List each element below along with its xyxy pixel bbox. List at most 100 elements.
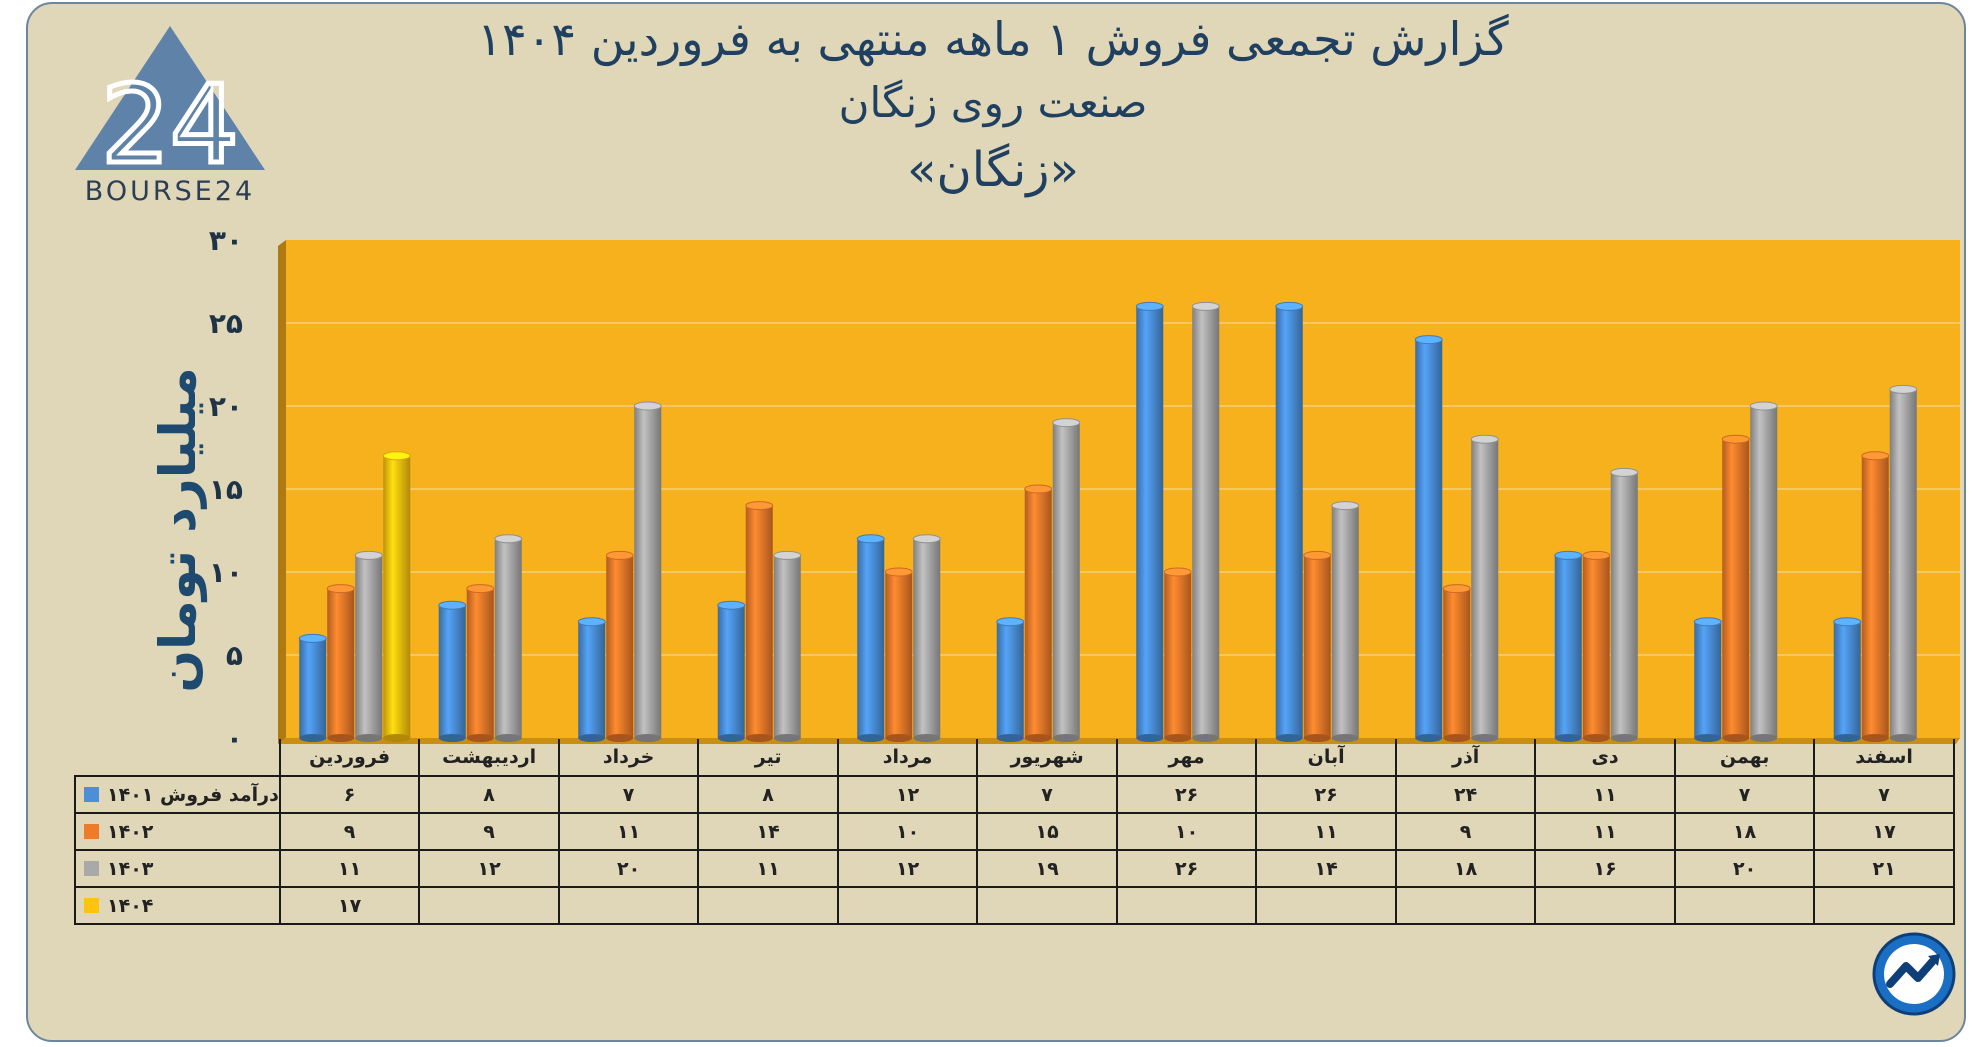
data-label: ۱۲ <box>836 849 979 888</box>
category-label: دی <box>1534 739 1676 777</box>
bar <box>1693 617 1722 742</box>
data-label: ۲۶ <box>1115 849 1258 888</box>
logo-mark: 24 <box>101 63 238 188</box>
chart-title: گزارش تجمعی فروش ۱ ماهه منتهی به فروردین… <box>477 12 1509 66</box>
bar <box>856 534 885 742</box>
table-row: درآمد فروش ۱۴۰۱ ۶ ۸ ۷ ۸ ۱۲ ۷ ۲۶ ۲۶ ۲۴ ۱۱ ۷ ۷ <box>74 775 1955 814</box>
data-label: ۱۲ <box>836 775 979 814</box>
series-name: ۱۴۰۳ <box>107 857 154 880</box>
bar <box>298 633 327 742</box>
table-row: ۱۴۰۴ ۱۷ <box>74 886 1955 925</box>
data-label: ۲۱ <box>1813 849 1955 888</box>
bar <box>1303 550 1332 742</box>
bar <box>1442 584 1471 742</box>
bar <box>1861 451 1890 742</box>
bar <box>494 534 523 742</box>
bar <box>773 550 802 742</box>
bar <box>354 550 383 742</box>
data-label: ۱۱ <box>557 812 700 851</box>
bar <box>633 401 662 742</box>
company-name: «زنگان» <box>907 142 1079 198</box>
bar <box>1275 301 1304 742</box>
bar <box>884 567 913 742</box>
data-label: ۸ <box>697 775 839 814</box>
data-label: ۱۲ <box>418 849 560 888</box>
bar <box>1191 301 1220 742</box>
data-label: ۸ <box>418 775 560 814</box>
bar <box>1889 384 1918 742</box>
category-label: بهمن <box>1673 739 1816 777</box>
category-label: مهر <box>1115 739 1258 777</box>
data-label: ۷ <box>557 775 700 814</box>
legend-swatch <box>84 824 99 840</box>
y-tick-label: ۲۵ <box>209 307 243 340</box>
data-label <box>557 886 700 925</box>
bar <box>1331 501 1360 742</box>
data-label: ۲۴ <box>1394 775 1537 814</box>
bar <box>717 600 746 742</box>
bar <box>1721 434 1750 742</box>
logo-text: BOURSE24 <box>84 176 256 207</box>
series-name: درآمد فروش ۱۴۰۱ <box>107 783 279 806</box>
data-table: فروردین اردیبهشت خرداد تیر مرداد شهریور مهر آبا… <box>74 739 1955 925</box>
category-label: تیر <box>697 739 839 777</box>
bars <box>298 301 1918 742</box>
data-label: ۱۱ <box>278 849 421 888</box>
data-label: ۱۱ <box>1534 812 1676 851</box>
legend-swatch <box>84 787 99 803</box>
logo-triangle <box>75 26 265 170</box>
data-label: ۱۵ <box>976 812 1118 851</box>
data-label: ۷ <box>976 775 1118 814</box>
data-label: ۱۹ <box>976 849 1118 888</box>
data-label: ۱۱ <box>1534 775 1676 814</box>
y-axis-ticks: ۰ ۵ ۱۰ ۱۵ ۲۰ ۲۵ ۳۰ <box>209 224 243 755</box>
bar <box>1163 567 1192 742</box>
data-label <box>1255 886 1397 925</box>
table-corner <box>75 739 280 776</box>
data-label: ۹ <box>418 812 560 851</box>
data-label <box>1534 886 1676 925</box>
bar <box>1470 434 1499 742</box>
data-label: ۲۰ <box>1673 849 1816 888</box>
category-label: خرداد <box>557 739 700 777</box>
data-label: ۲۶ <box>1115 775 1258 814</box>
data-label <box>836 886 979 925</box>
table-row: ۱۴۰۲ ۹ ۹ ۱۱ ۱۴ ۱۰ ۱۵ ۱۰ ۱۱ ۹ ۱۱ ۱۸ ۱۷ <box>74 812 1955 851</box>
data-label: ۱۷ <box>278 886 421 925</box>
series-name: ۱۴۰۲ <box>107 820 154 843</box>
bar <box>466 584 495 742</box>
bar <box>326 584 355 742</box>
bourse24-logo: 24 <box>75 26 265 191</box>
y-tick-label: ۰ <box>226 722 243 755</box>
data-label: ۱۰ <box>836 812 979 851</box>
data-label: ۱۴ <box>1255 849 1397 888</box>
data-label: ۱۴ <box>697 812 839 851</box>
category-label: آذر <box>1394 739 1537 777</box>
y-tick-label: ۵ <box>226 639 243 672</box>
category-label: اردیبهشت <box>418 739 560 777</box>
y-tick-label: ۳۰ <box>209 224 243 257</box>
legend-entry: ۱۴۰۳ <box>74 849 281 888</box>
category-label: فروردین <box>278 739 421 777</box>
data-label: ۱۷ <box>1813 812 1955 851</box>
data-label: ۲۶ <box>1255 775 1397 814</box>
bourse-chart-arrow-icon <box>1872 932 1956 1016</box>
data-label: ۱۱ <box>697 849 839 888</box>
bar <box>382 451 411 742</box>
data-label <box>1673 886 1816 925</box>
y-axis-label: میلیارد تومان <box>149 367 207 693</box>
data-label: ۱۰ <box>1115 812 1258 851</box>
bar <box>745 501 774 742</box>
table-row: ۱۴۰۳ ۱۱ ۱۲ ۲۰ ۱۱ ۱۲ ۱۹ ۲۶ ۱۴ ۱۸ ۱۶ ۲۰ ۲۱ <box>74 849 1955 888</box>
data-label: ۱۸ <box>1673 812 1816 851</box>
data-label: ۶ <box>278 775 421 814</box>
category-label: آبان <box>1255 739 1397 777</box>
legend-entry: درآمد فروش ۱۴۰۱ <box>74 775 281 814</box>
category-label: شهریور <box>976 739 1118 777</box>
category-label: مرداد <box>836 739 979 777</box>
data-label: ۹ <box>278 812 421 851</box>
category-label: اسفند <box>1813 739 1955 777</box>
data-label <box>976 886 1118 925</box>
bar <box>1749 401 1778 742</box>
legend-swatch <box>84 898 99 914</box>
